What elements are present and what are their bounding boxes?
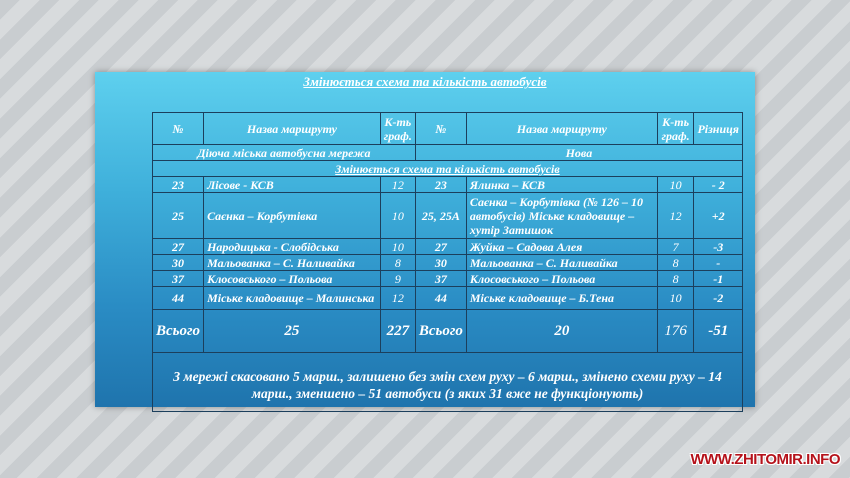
header-num-new: №	[414, 112, 467, 145]
header-diff: Різниця	[693, 112, 743, 145]
slide: Змінюється схема та кількість автобусів …	[95, 72, 755, 412]
total-routes-new: 20	[465, 309, 658, 353]
new-route-number: 30	[414, 254, 467, 271]
route-name: Лісове - КСВ	[203, 176, 381, 193]
subsection-row: Змінюється схема та кількість автобусів	[152, 160, 743, 177]
header-name: Назва маршруту	[203, 112, 381, 145]
route-number: 25	[151, 192, 205, 239]
schedule-count: 9	[379, 270, 416, 287]
route-number: 23	[151, 176, 205, 193]
new-route-number: 27	[414, 238, 467, 255]
header-num: №	[151, 112, 205, 145]
header-row: № Назва маршруту К-ть граф. № Назва марш…	[151, 112, 743, 145]
new-route-number: 23	[414, 176, 467, 193]
new-schedule-count: 10	[656, 176, 695, 193]
schedule-count: 10	[379, 238, 416, 255]
header-name-new: Назва маршруту	[465, 112, 658, 145]
route-name: Народицька - Слобідська	[203, 238, 381, 255]
new-route-number: 44	[414, 286, 467, 310]
new-route-number: 37	[414, 270, 467, 287]
difference: - 2	[693, 176, 743, 193]
new-schedule-count: 12	[656, 192, 695, 239]
total-count-old: 227	[379, 309, 416, 353]
route-name: Міське кладовище – Малинська	[203, 286, 381, 310]
subsection-title: Змінюється схема та кількість автобусів	[152, 160, 743, 177]
new-schedule-count: 8	[656, 270, 695, 287]
difference: -2	[693, 286, 743, 310]
slide-title: Змінюється схема та кількість автобусів	[303, 74, 547, 89]
new-route-name: Мальованка – С. Наливайка	[465, 254, 658, 271]
route-number: 44	[151, 286, 205, 310]
new-schedule-count: 7	[656, 238, 695, 255]
summary-note: З мережі скасовано 5 марш., залишено без…	[152, 352, 743, 412]
header-count: К-ть граф.	[379, 112, 416, 145]
total-label-new: Всього	[414, 309, 467, 353]
new-schedule-count: 10	[656, 286, 695, 310]
header-count-new: К-ть граф.	[656, 112, 695, 145]
total-diff: -51	[693, 309, 743, 353]
watermark-logo: WWW.ZHITOMIR.INFO	[690, 451, 840, 468]
section-new: Нова	[414, 144, 744, 161]
total-label: Всього	[151, 309, 205, 353]
table-row: 25 Саєнка – Корбутівка 10 25, 25А Саєнка – К…	[151, 192, 743, 239]
route-name: Мальованка – С. Наливайка	[203, 254, 381, 271]
section-row: Діюча міська автобусна мережа Нова	[152, 144, 744, 161]
schedule-count: 12	[379, 176, 416, 193]
route-name: Клосовського – Польова	[203, 270, 381, 287]
new-route-name: Саєнка – Корбутівка (№ 126 – 10 автобусі…	[465, 192, 658, 239]
table-row: 27 Народицька - Слобідська 10 27 Жуйка – Сад…	[151, 238, 743, 255]
new-route-number: 25, 25А	[414, 192, 467, 239]
difference: -	[693, 254, 743, 271]
table-row: 23 Лісове - КСВ 12 23 Ялинка – КСВ 10- 2	[151, 176, 743, 193]
difference: -1	[693, 270, 743, 287]
note-row: З мережі скасовано 5 марш., залишено без…	[152, 352, 743, 412]
schedule-count: 8	[379, 254, 416, 271]
new-route-name: Клосовського – Польова	[465, 270, 658, 287]
new-route-name: Жуйка – Садова Алея	[465, 238, 658, 255]
difference: +2	[693, 192, 743, 239]
route-number: 27	[151, 238, 205, 255]
schedule-count: 12	[379, 286, 416, 310]
total-row: Всього 25 227 Всього 20 176 -51	[151, 309, 743, 353]
new-route-name: Ялинка – КСВ	[465, 176, 658, 193]
new-route-name: Міське кладовище – Б.Тена	[465, 286, 658, 310]
table-row: 30 Мальованка – С. Наливайка 8 30 Мальованка…	[151, 254, 743, 271]
table-row: 44 Міське кладовище – Малинська 12 44 Міське…	[151, 286, 743, 310]
table-row: 37 Клосовського – Польова 9 37 Клосовського …	[151, 270, 743, 287]
schedule-count: 10	[379, 192, 416, 239]
difference: -3	[693, 238, 743, 255]
route-number: 37	[151, 270, 205, 287]
route-number: 30	[151, 254, 205, 271]
total-routes-old: 25	[203, 309, 381, 353]
section-current: Діюча міська автобусна мережа	[152, 144, 416, 161]
route-name: Саєнка – Корбутівка	[203, 192, 381, 239]
total-count-new: 176	[656, 309, 695, 353]
routes-table: № Назва маршруту К-ть граф. № Назва марш…	[151, 112, 744, 412]
new-schedule-count: 8	[656, 254, 695, 271]
